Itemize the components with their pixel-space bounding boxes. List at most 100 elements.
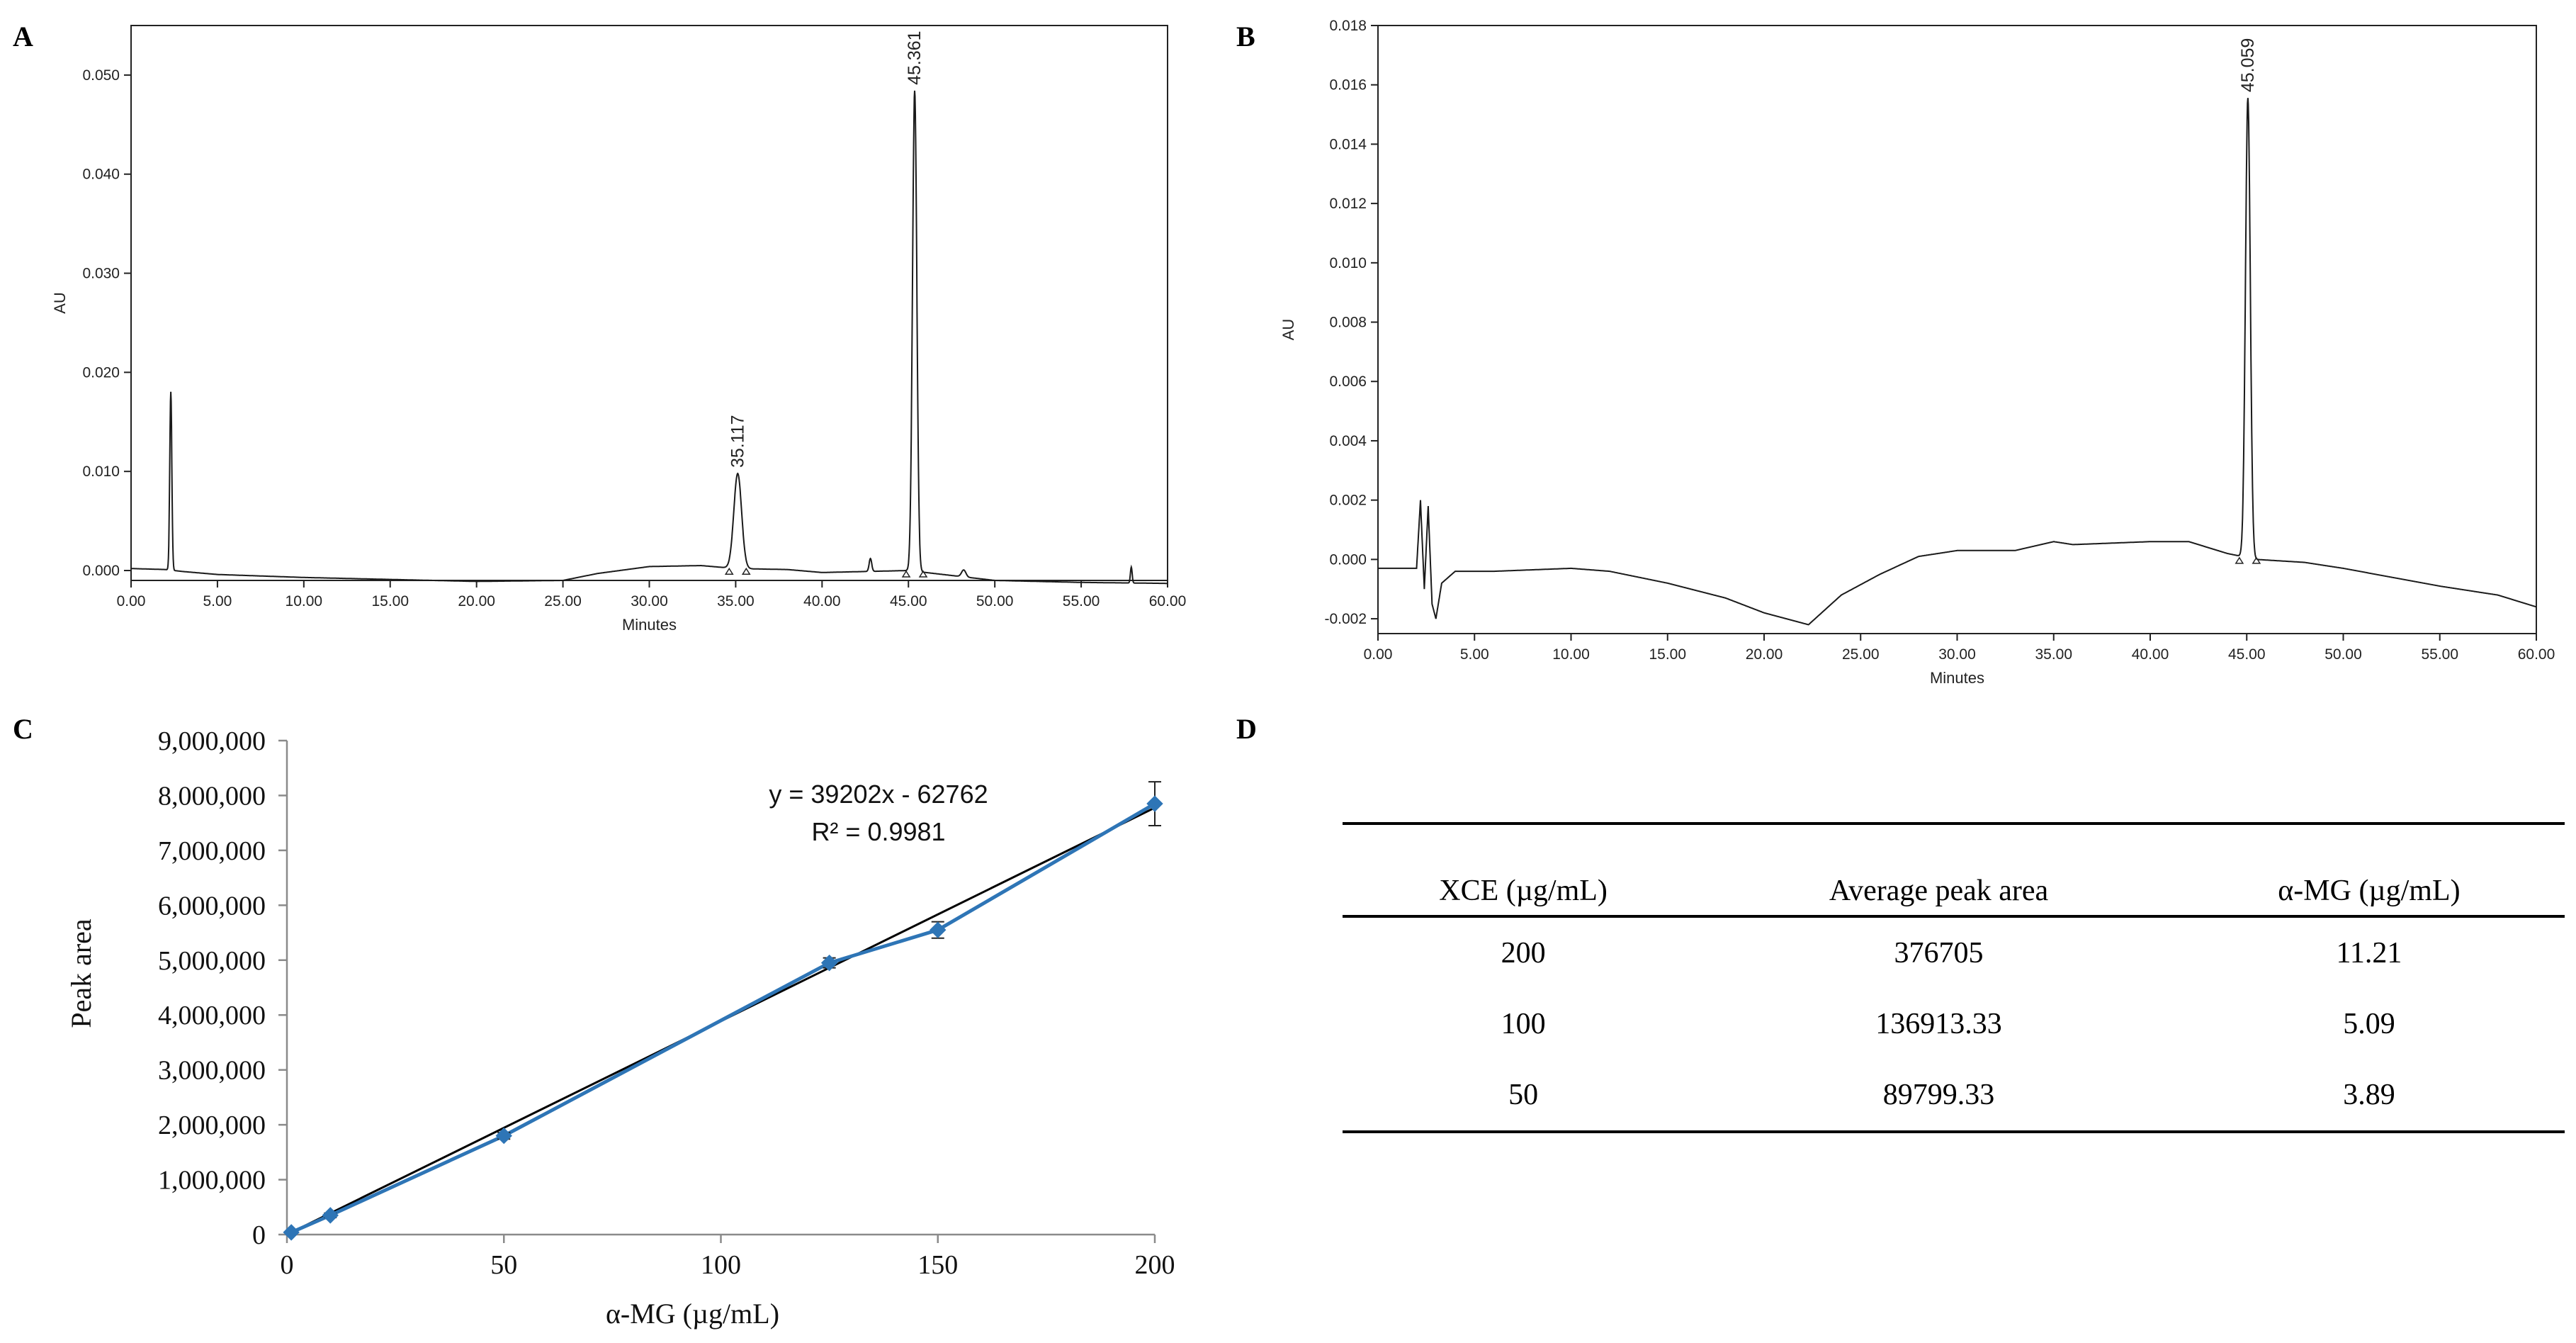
y-tick-label: 0.000 (1329, 551, 1367, 568)
x-tick-label: 50.00 (2324, 646, 2362, 663)
trendline-equation: y = 39202x - 62762 (769, 780, 988, 809)
x-tick-label: 35.00 (717, 593, 755, 609)
x-tick-label: 15.00 (1649, 646, 1686, 663)
y-tick-label: 0.010 (1329, 255, 1367, 271)
y-tick-label: 1,000,000 (158, 1166, 266, 1196)
y-tick-label: 0.006 (1329, 373, 1367, 390)
y-tick-label: 5,000,000 (158, 946, 266, 976)
cell-peak-area: 136913.33 (1875, 1008, 2002, 1040)
x-tick-label: 40.00 (2132, 646, 2169, 663)
y-tick-label: 7,000,000 (158, 836, 266, 866)
y-tick-label: 0.020 (82, 364, 120, 381)
y-tick-label: 6,000,000 (158, 891, 266, 921)
cell-xce: 100 (1501, 1008, 1546, 1040)
x-tick-label: 20.00 (458, 593, 495, 609)
y-tick-label: -0.002 (1324, 611, 1367, 627)
table-top-rule (1343, 822, 2565, 825)
peak-boundary-marker (918, 570, 928, 578)
x-tick-label: 45.00 (2228, 646, 2266, 663)
data-point (930, 921, 947, 938)
x-tick-label: 50 (490, 1250, 517, 1280)
y-tick-label: 4,000,000 (158, 1001, 266, 1030)
x-tick-label: 25.00 (544, 593, 582, 609)
y-tick-label: 0.004 (1329, 433, 1367, 449)
peak-label: 35.117 (728, 415, 747, 468)
peak-boundary-marker (724, 567, 734, 575)
plot-frame (1377, 25, 2537, 634)
x-tick-label: 200 (1135, 1250, 1175, 1280)
x-tick-label: 15.00 (371, 593, 409, 609)
x-tick-label: 40.00 (803, 593, 841, 609)
y-tick-label: 0.014 (1329, 136, 1367, 152)
table-row: 200 376705 11.21 (1343, 916, 2565, 989)
y-tick-label: 2,000,000 (158, 1111, 266, 1140)
x-tick-label: 0.00 (1364, 646, 1393, 663)
y-tick-label: 0.008 (1329, 315, 1367, 331)
x-tick-label: 20.00 (1746, 646, 1783, 663)
peak-label: 45.059 (2238, 38, 2258, 92)
cell-xce: 200 (1501, 937, 1546, 970)
data-point (820, 954, 838, 972)
y-tick-label: 0.010 (82, 463, 120, 480)
x-tick-label: 35.00 (2035, 646, 2072, 663)
y-tick-label: 8,000,000 (158, 781, 266, 811)
data-point (495, 1127, 512, 1145)
cell-amg: 5.09 (2343, 1008, 2395, 1040)
x-tick-label: 60.00 (1149, 593, 1187, 609)
x-tick-label: 30.00 (1938, 646, 1976, 663)
header-average-peak-area: Average peak area (1704, 825, 2174, 918)
peak-boundary-marker (741, 567, 751, 575)
table-row: 100 136913.33 5.09 (1343, 989, 2565, 1060)
series-line (290, 802, 1156, 1235)
peak-boundary-marker (2252, 556, 2261, 564)
chromatogram-a: 0.00 5.00 10.00 15.00 20.00 25.00 30.00 35.00 40… (51, 25, 1187, 634)
results-table: XCE (µg/mL) Average peak area α-MG (µg/m… (1343, 822, 2565, 1133)
x-tick-label: 100 (701, 1250, 741, 1280)
data-point (283, 1224, 300, 1241)
calibration-curve-c: 0 1,000,000 2,000,000 3,000,000 4,000,000 5,0… (65, 726, 1175, 1330)
x-tick-label: 5.00 (1460, 646, 1489, 663)
x-axis-label: α-MG (µg/mL) (606, 1298, 779, 1330)
data-point (322, 1207, 339, 1224)
y-tick-label: 0.016 (1329, 77, 1367, 94)
x-tick-label: 10.00 (1552, 646, 1590, 663)
y-axis-label: AU (51, 292, 69, 314)
x-axis-label: Minutes (1930, 669, 1984, 687)
y-tick-label: 9,000,000 (158, 726, 266, 756)
x-tick-label: 30.00 (631, 593, 668, 609)
y-tick-label: 0.002 (1329, 493, 1367, 509)
x-tick-label: 45.00 (890, 593, 927, 609)
table-header-row: XCE (µg/mL) Average peak area α-MG (µg/m… (1343, 825, 2565, 918)
x-tick-label: 0 (281, 1250, 294, 1280)
y-axis-label: AU (1279, 319, 1297, 341)
signal-trace (131, 90, 1168, 585)
chromatogram-b: 0.00 5.00 10.00 15.00 20.00 25.00 30.00 35.00 40… (1279, 18, 2555, 687)
header-xce: XCE (µg/mL) (1343, 825, 1705, 918)
r-squared-label: R² = 0.9981 (811, 817, 945, 846)
peak-label: 45.361 (905, 30, 925, 84)
y-tick-label: 3,000,000 (158, 1056, 266, 1086)
cell-xce: 50 (1343, 1060, 1705, 1133)
data-point (1146, 795, 1163, 812)
cell-amg: 3.89 (2173, 1060, 2565, 1133)
peak-boundary-marker (901, 570, 911, 578)
y-tick-label: 0.012 (1329, 196, 1367, 212)
panel-a-letter: A (13, 21, 33, 52)
cell-peak-area: 376705 (1894, 937, 1984, 970)
header-amg: α-MG (µg/mL) (2173, 825, 2565, 918)
y-tick-label: 0 (252, 1220, 266, 1250)
y-tick-label: 0.030 (82, 266, 120, 282)
y-axis-label: Peak area (65, 918, 97, 1028)
cell-peak-area: 89799.33 (1704, 1060, 2174, 1133)
x-tick-label: 150 (917, 1250, 958, 1280)
x-tick-label: 10.00 (286, 593, 323, 609)
y-tick-label: 0.000 (82, 563, 120, 579)
y-tick-label: 0.040 (82, 167, 120, 183)
x-tick-label: 60.00 (2518, 646, 2555, 663)
y-tick-label: 0.050 (82, 67, 120, 84)
x-tick-label: 25.00 (1842, 646, 1880, 663)
table-row: 50 89799.33 3.89 (1343, 1060, 2565, 1133)
signal-trace (1378, 98, 2537, 626)
x-tick-label: 55.00 (2421, 646, 2458, 663)
panel-c-letter: C (13, 713, 33, 745)
